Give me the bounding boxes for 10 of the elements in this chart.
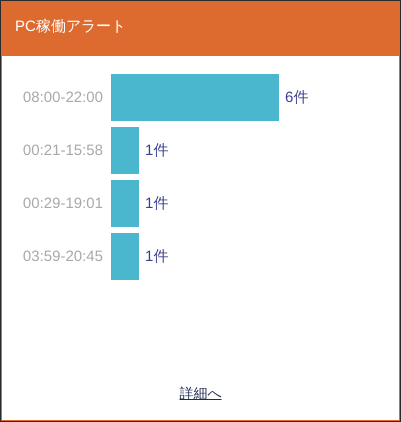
data-label: 6件 [285, 89, 308, 106]
chart-title: PC稼働アラート [15, 18, 126, 36]
data-label: 1件 [145, 195, 168, 212]
data-label: 1件 [145, 142, 168, 159]
y-tick-label: 03:59-20:45 [22, 248, 103, 265]
y-tick-label: 08:00-22:00 [22, 89, 103, 106]
y-tick-label: 00:29-19:01 [22, 195, 103, 212]
y-tick-label: 00:21-15:58 [22, 142, 103, 159]
text: 詳細へ [180, 385, 222, 401]
data-label: 1件 [145, 248, 168, 265]
